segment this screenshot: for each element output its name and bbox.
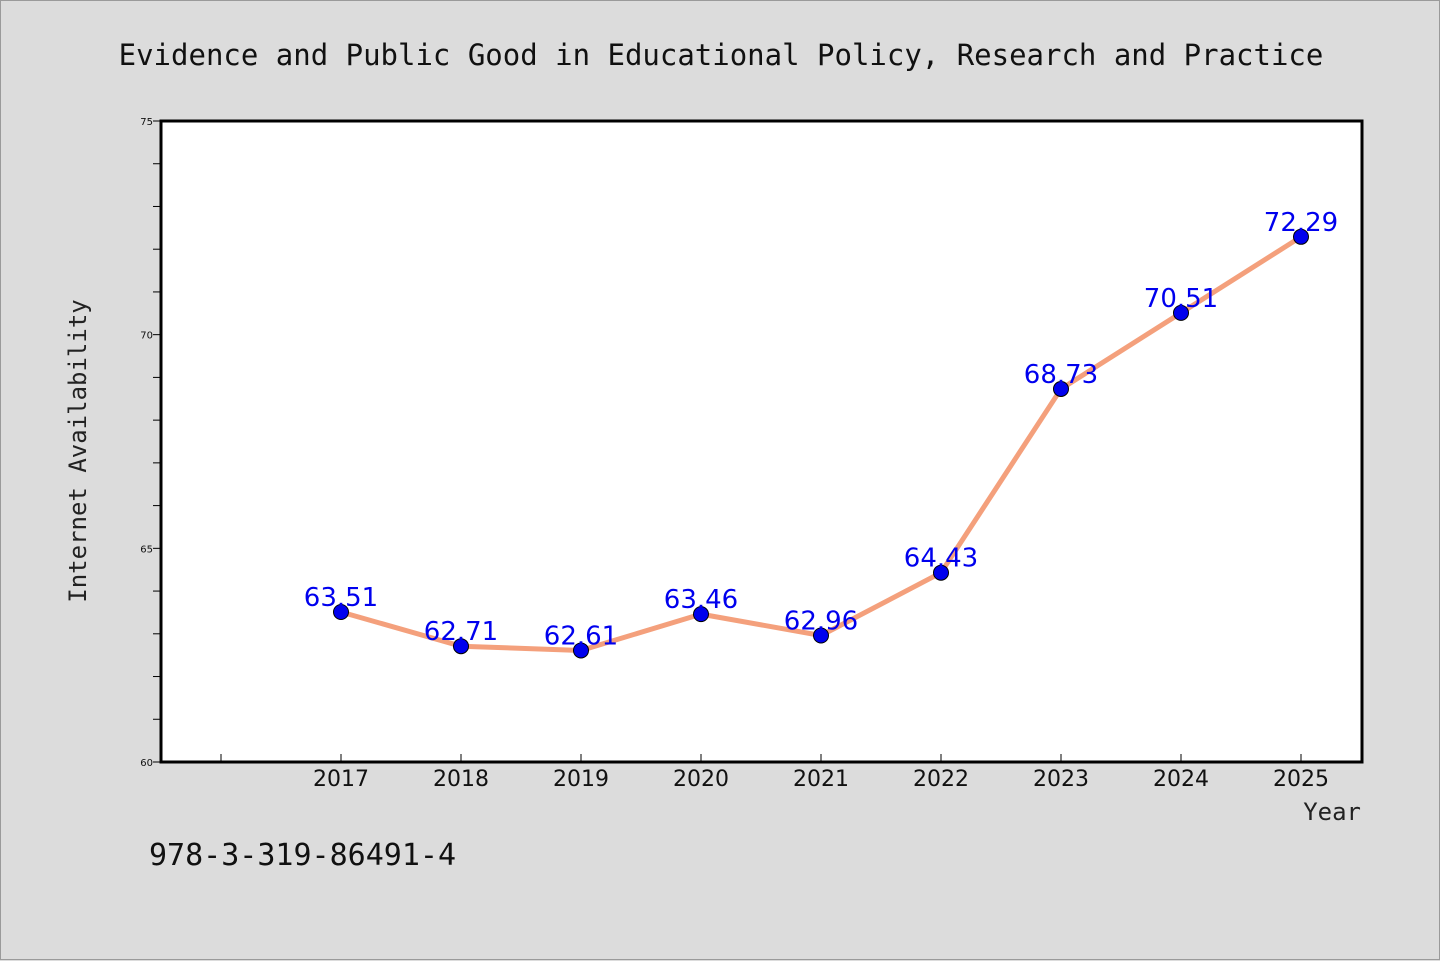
chart-title: Evidence and Public Good in Educational … (119, 38, 1324, 72)
data-value-label: 72.29 (1264, 208, 1338, 238)
data-value-label: 62.71 (424, 617, 498, 647)
data-point (933, 564, 949, 581)
x-tick-label: 2021 (793, 767, 849, 792)
data-value-label: 64.43 (904, 544, 978, 574)
plot-area (159, 119, 1364, 764)
x-tick-label: 2020 (673, 767, 729, 792)
data-value-label: 62.61 (544, 621, 618, 651)
y-axis-ticks: 60 65 70 75 (140, 117, 161, 769)
data-point (453, 638, 469, 655)
data-value-label: 68.73 (1024, 360, 1098, 390)
x-tick-label: 2025 (1273, 767, 1329, 792)
isbn-footnote: 978-3-319-86491-4 (149, 838, 456, 873)
x-tick-label: 2022 (913, 767, 969, 792)
x-axis-label: Year (1303, 798, 1361, 826)
y-axis-label: Internet Availability (64, 299, 92, 602)
y-tick-label: 65 (140, 544, 153, 555)
data-point (1053, 380, 1069, 397)
y-tick-label: 75 (140, 117, 153, 128)
y-tick-label: 60 (140, 758, 153, 769)
x-tick-label: 2018 (433, 767, 489, 792)
data-markers (333, 228, 1309, 659)
data-value-label: 63.46 (664, 585, 738, 615)
data-point (1173, 304, 1189, 321)
data-point (813, 627, 829, 644)
x-tick-label: 2024 (1153, 767, 1209, 792)
data-value-label: 62.96 (784, 607, 858, 637)
data-point (1293, 228, 1309, 245)
x-axis-ticks: 2017 2018 2019 2020 2021 2022 2023 2024 2025 (220, 754, 1329, 792)
y-tick-label: 70 (140, 331, 153, 342)
data-value-label: 70.51 (1144, 284, 1218, 314)
data-point (573, 642, 589, 659)
x-tick-label: 2023 (1033, 767, 1089, 792)
data-labels: 63.51 62.71 62.61 63.46 62.96 64.43 68.73 70.51… (304, 208, 1338, 652)
data-value-label: 63.51 (304, 583, 378, 613)
x-tick-label: 2019 (553, 767, 609, 792)
data-point (333, 604, 349, 621)
x-tick-label: 2017 (313, 767, 369, 792)
data-point (693, 606, 709, 623)
